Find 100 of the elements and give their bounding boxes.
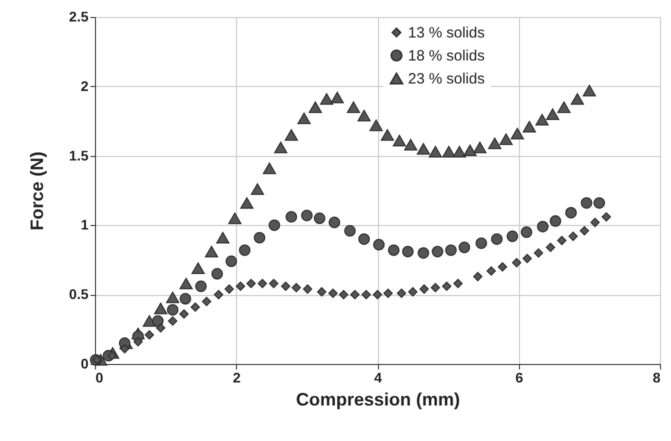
point: [546, 108, 560, 120]
point: [486, 266, 496, 276]
point: [284, 129, 298, 141]
point: [416, 143, 430, 155]
point: [602, 212, 612, 222]
x-tick-label: 6: [515, 370, 524, 386]
y-tick-label: 2.5: [69, 8, 89, 24]
y-tick-label: 0: [80, 356, 89, 372]
legend-label: 13 % solids: [408, 24, 485, 42]
x-tick-label: 0: [96, 370, 104, 386]
point: [442, 282, 452, 291]
point: [512, 258, 522, 268]
point: [565, 206, 577, 218]
point: [269, 278, 278, 288]
point: [346, 101, 360, 114]
point: [107, 350, 117, 360]
point: [506, 230, 518, 242]
point: [297, 112, 311, 124]
point: [442, 146, 456, 158]
point: [392, 134, 406, 146]
point: [590, 218, 600, 228]
point: [292, 282, 301, 292]
point: [557, 236, 567, 246]
y-axis-title: Force (N): [27, 151, 48, 231]
point: [408, 287, 418, 297]
point: [372, 290, 382, 300]
point: [344, 225, 356, 236]
point: [180, 293, 192, 304]
point: [202, 296, 212, 306]
point: [362, 290, 371, 300]
point: [338, 290, 348, 300]
point: [262, 162, 276, 174]
y-tick-label: 1.5: [69, 147, 89, 164]
point: [133, 337, 143, 346]
point: [228, 212, 242, 224]
point: [191, 262, 205, 274]
point: [328, 288, 338, 298]
point: [358, 233, 370, 245]
point: [258, 278, 268, 288]
point: [557, 101, 571, 114]
point: [570, 93, 584, 105]
point: [152, 315, 164, 327]
point: [286, 211, 298, 223]
point: [388, 244, 400, 256]
point: [568, 232, 578, 241]
y-tick-label: 0.5: [69, 286, 89, 302]
point: [383, 288, 393, 298]
point: [156, 323, 166, 333]
point: [166, 304, 178, 316]
point: [226, 256, 238, 268]
point: [302, 284, 312, 294]
point: [236, 282, 246, 291]
point: [458, 242, 470, 254]
point: [250, 183, 264, 195]
point: [240, 197, 254, 209]
point: [350, 290, 360, 300]
point: [396, 288, 406, 298]
point: [357, 110, 371, 122]
point: [216, 232, 230, 244]
point: [214, 290, 224, 300]
point: [328, 216, 340, 228]
x-tick-label: 2: [232, 370, 241, 386]
point: [211, 268, 223, 280]
point: [204, 246, 218, 258]
point: [473, 142, 487, 154]
point: [582, 84, 596, 96]
point: [268, 219, 280, 231]
point: [179, 309, 189, 319]
point: [432, 246, 444, 258]
point: [430, 282, 440, 292]
point: [373, 238, 385, 250]
point: [445, 244, 457, 256]
legend-label: 18 % solids: [408, 48, 485, 64]
point: [301, 210, 313, 222]
point: [535, 114, 549, 126]
point: [402, 246, 414, 258]
point: [580, 226, 590, 236]
point: [320, 93, 334, 105]
point: [195, 280, 207, 292]
point: [488, 138, 502, 150]
point: [179, 278, 193, 290]
point: [404, 138, 418, 150]
y-tick-label: 1: [80, 216, 89, 233]
point: [491, 233, 503, 245]
point: [190, 302, 200, 312]
point: [317, 287, 326, 297]
point: [520, 226, 532, 238]
point: [498, 262, 508, 272]
point: [308, 101, 322, 114]
point: [418, 247, 430, 259]
point: [120, 344, 130, 354]
point: [142, 315, 156, 327]
point: [246, 278, 256, 288]
point: [510, 128, 524, 140]
point: [314, 212, 326, 224]
point: [452, 146, 466, 158]
point: [238, 244, 250, 256]
point: [522, 120, 536, 132]
x-axis-title: Compression (mm): [296, 390, 460, 410]
point: [330, 92, 344, 104]
